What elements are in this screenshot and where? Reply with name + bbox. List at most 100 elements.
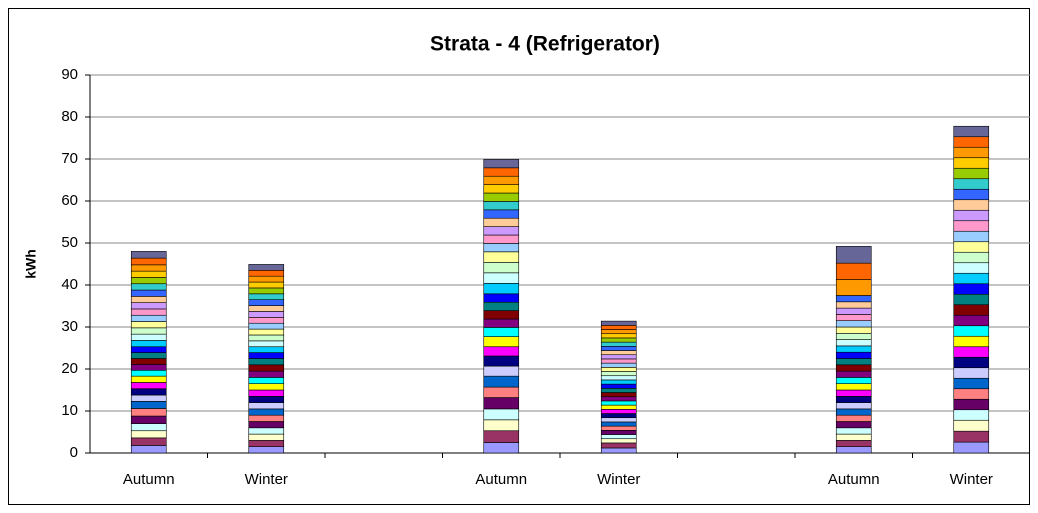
bar-segment	[248, 358, 285, 366]
bar-segment	[248, 299, 285, 306]
bar-segment	[130, 333, 167, 341]
bar-segment	[130, 321, 167, 329]
bar-segment	[835, 345, 872, 353]
bar-segment	[953, 293, 990, 306]
bar-segment	[953, 367, 990, 379]
bar-segment	[953, 325, 990, 337]
bar-segment	[600, 350, 637, 356]
x-tick-label: Winter	[950, 471, 993, 488]
bar-segment	[130, 415, 167, 424]
bar-segment	[835, 358, 872, 366]
bar-segment	[600, 346, 637, 351]
bar-segment	[130, 302, 167, 310]
y-tick-label: 20	[61, 360, 78, 377]
bar-segment	[483, 167, 520, 177]
bar-segment	[835, 421, 872, 429]
bar-segment	[130, 289, 167, 297]
y-tick-label: 30	[61, 318, 78, 335]
y-tick-label: 70	[61, 150, 78, 167]
bar-segment	[248, 275, 285, 283]
bar-segment	[248, 433, 285, 441]
bar-segment	[483, 234, 520, 244]
bar-segment	[600, 320, 637, 326]
bar-segment	[953, 262, 990, 274]
bar-segment	[248, 287, 285, 295]
bar-segment	[483, 430, 520, 443]
y-tick-label: 60	[61, 192, 78, 209]
bar-segment	[248, 352, 285, 359]
bar-segment	[483, 217, 520, 227]
bar-segment	[953, 388, 990, 400]
bar-segment	[130, 327, 167, 335]
bar-segment	[600, 409, 637, 414]
bar-segment	[248, 377, 285, 384]
bar-segment	[600, 383, 637, 389]
bar-segment	[600, 329, 637, 335]
bar-segment	[953, 220, 990, 232]
bar-segment	[248, 334, 285, 342]
bar-segment	[483, 310, 520, 320]
bar-segment	[953, 146, 990, 159]
bar-segment	[953, 430, 990, 443]
bar-segment	[483, 226, 520, 236]
chart-title: Strata - 4 (Refrigerator)	[430, 33, 660, 56]
y-tick-label: 50	[61, 234, 78, 251]
y-axis-label: kWh	[23, 249, 39, 279]
bar-segment	[835, 370, 872, 378]
bar-segment	[953, 314, 990, 327]
bar-segment	[248, 293, 285, 301]
bar-segment	[248, 421, 285, 429]
bar-segment	[953, 188, 990, 201]
bar-segment	[600, 337, 637, 343]
bar-segment	[483, 243, 520, 253]
bar-segment	[600, 379, 637, 385]
bar-segment	[483, 184, 520, 194]
bar-segment	[483, 175, 520, 185]
bar-segment	[130, 369, 167, 377]
bar-segment	[600, 417, 637, 423]
bar-segment	[483, 397, 520, 410]
bar-segment	[953, 377, 990, 390]
bar-segment	[483, 365, 520, 377]
bar-segment	[483, 293, 520, 303]
x-tick-label: Winter	[597, 471, 640, 488]
bar-segment	[483, 201, 520, 211]
bar-segment	[130, 445, 167, 454]
bar-segment	[835, 246, 872, 264]
bar-segment	[130, 382, 167, 390]
bar-segment	[483, 272, 520, 284]
bar-segment	[130, 277, 167, 285]
bar-segment	[130, 308, 167, 316]
bar-segment	[953, 419, 990, 432]
bar-segment	[483, 209, 520, 219]
bar-segment	[835, 427, 872, 435]
bar-segment	[835, 364, 872, 372]
bar-segment	[248, 322, 285, 330]
bar-segment	[248, 346, 285, 353]
bar-segment	[600, 354, 637, 360]
bar-segment	[600, 367, 637, 372]
bar-segment	[835, 402, 872, 410]
bar-segment	[835, 339, 872, 347]
bar-segment	[953, 335, 990, 348]
y-tick-label: 0	[70, 444, 78, 461]
y-tick-label: 40	[61, 276, 78, 293]
bar-segment	[953, 356, 990, 369]
bar-segment	[130, 352, 167, 359]
bar-segment	[953, 272, 990, 285]
y-tick-label: 90	[61, 66, 78, 83]
bar-segment	[248, 364, 285, 372]
bar-segment	[130, 283, 167, 291]
bar-segment	[835, 377, 872, 384]
bar-segment	[600, 388, 637, 393]
bar-segment	[248, 414, 285, 422]
bar-segment	[953, 157, 990, 169]
bar-segment	[835, 446, 872, 454]
bar-segment	[483, 301, 520, 311]
bar-segment	[248, 395, 285, 403]
bar-segment	[953, 136, 990, 148]
bar-segment	[835, 326, 872, 334]
bar-segment	[483, 262, 520, 274]
bar-segment	[953, 346, 990, 358]
